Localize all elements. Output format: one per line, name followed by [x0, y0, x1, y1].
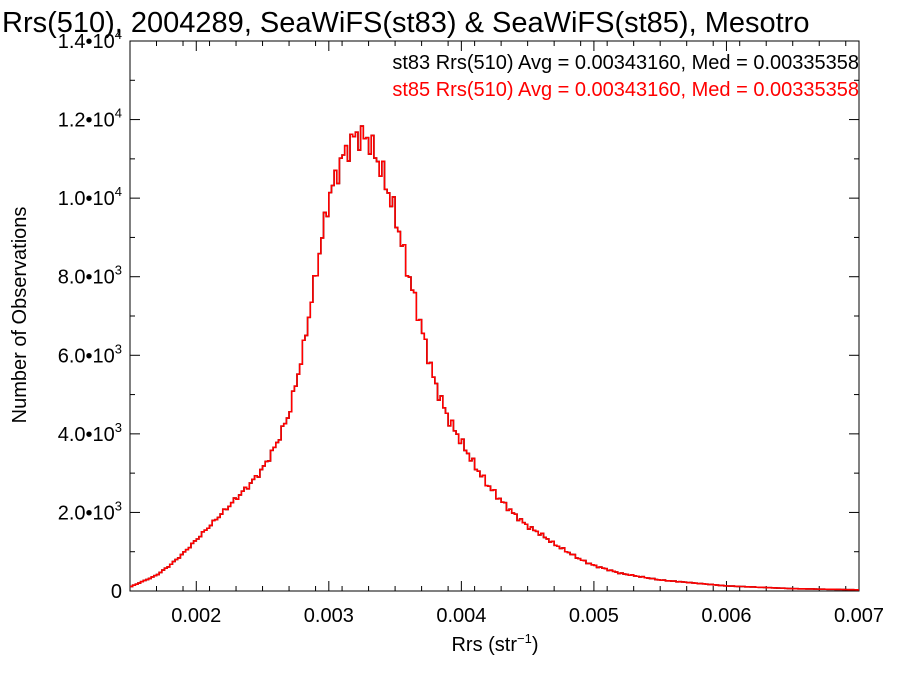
x-tick-label: 0.005 [569, 605, 619, 627]
y-tick-label: 6.0•103 [58, 341, 122, 367]
x-tick-label: 0.006 [701, 605, 751, 627]
y-axis-label: Number of Observations [9, 207, 31, 424]
y-tick-label: 2.0•103 [58, 498, 122, 524]
x-axis-label-base: Rrs (str [451, 634, 517, 656]
y-tick-label: 0 [111, 581, 122, 603]
x-axis: 0.002 0.003 0.004 0.005 0.006 0.007 [129, 41, 884, 627]
y-tick-label: 1.2•104 [58, 106, 122, 132]
series-layer [130, 125, 859, 591]
histogram-series-st83 [130, 125, 859, 591]
histogram-series-st85 [130, 125, 859, 591]
x-axis-label: Rrs (str−1) [451, 631, 538, 656]
plot-frame [129, 40, 860, 592]
x-tick-label: 0.002 [171, 605, 221, 627]
y-tick-label: 8.0•103 [58, 263, 122, 289]
x-tick-label: 0.007 [834, 605, 884, 627]
annotation-st83: st83 Rrs(510) Avg = 0.00343160, Med = 0.… [392, 52, 859, 74]
y-tick-label: 4.0•103 [58, 420, 122, 446]
x-axis-label-tail: ) [532, 634, 539, 656]
plot-border [129, 40, 860, 592]
x-axis-label-exp: −1 [517, 631, 532, 646]
x-tick-label: 0.003 [304, 605, 354, 627]
y-axis: 0 2.0•103 4.0•103 6.0•103 8.0•103 1.0•104 1.2•… [58, 27, 859, 603]
y-tick-label: 1.0•104 [58, 184, 122, 210]
chart-title: Rrs(510), 2004289, SeaWiFS(st83) & SeaWi… [2, 7, 809, 39]
y-tick-label: 1.4•104 [58, 27, 122, 53]
x-tick-label: 0.004 [436, 605, 486, 627]
annotation-st85: st85 Rrs(510) Avg = 0.00343160, Med = 0.… [392, 79, 859, 101]
